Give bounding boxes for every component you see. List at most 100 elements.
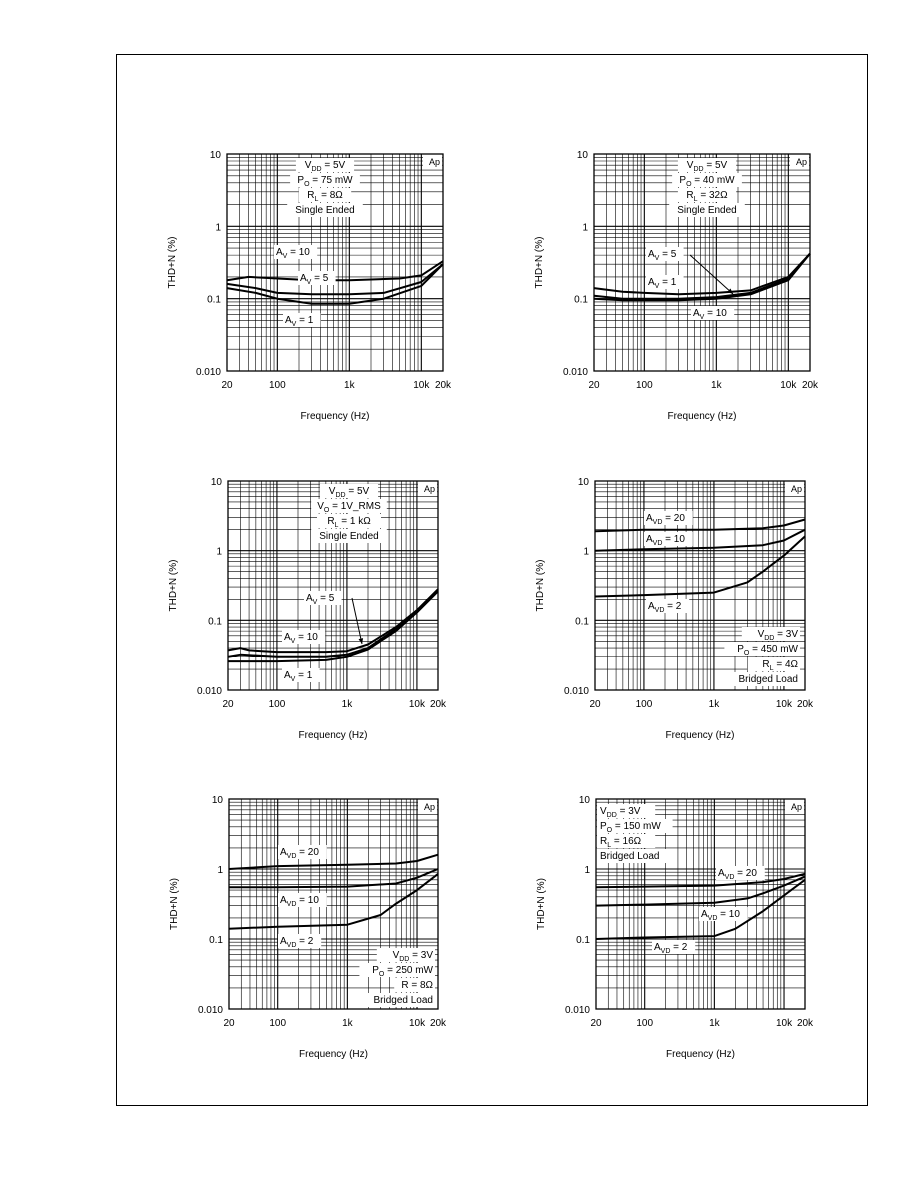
condition-text: Single Ended: [319, 531, 379, 542]
y-tick-label: 0.1: [576, 935, 590, 946]
series-label-bg: [644, 511, 693, 525]
x-axis-title: Frequency (Hz): [301, 411, 370, 422]
y-tick-label: 1: [215, 222, 221, 233]
y-tick-label: 0.1: [207, 295, 221, 306]
condition-bg: [359, 963, 435, 977]
y-axis-title: THD+N (%): [535, 560, 546, 612]
series-label: AVD = 10: [701, 909, 740, 922]
condition-text: Bridged Load: [374, 995, 434, 1006]
condition-bg: [672, 173, 742, 187]
x-tick-label: 20k: [797, 1018, 814, 1029]
x-tick-label: 20k: [797, 699, 814, 710]
plot-frame: [227, 480, 439, 691]
y-tick-label: 1: [216, 547, 222, 558]
series-label-bg: [652, 940, 696, 954]
plot-frame: [226, 153, 444, 372]
page-frame: [116, 54, 868, 1106]
x-tick-label: 10k: [776, 1018, 793, 1029]
condition-bg: [319, 484, 379, 498]
series-line: [595, 872, 806, 889]
condition-bg: [597, 804, 656, 818]
condition-text: PO = 250 mW: [372, 965, 433, 978]
series-line: [594, 528, 806, 552]
ap-badge: Ap: [424, 484, 435, 494]
y-axis-title: THD+N (%): [534, 237, 545, 289]
series-label: AV = 10: [276, 247, 310, 260]
series-label: AVD = 10: [280, 895, 319, 908]
leader-arrow-head: [358, 638, 364, 644]
x-axis-title: Frequency (Hz): [299, 730, 368, 741]
x-tick-label: 20: [588, 380, 600, 391]
series-label-bg: [282, 668, 320, 682]
x-tick-label: 1k: [711, 380, 723, 391]
y-tick-label: 1: [582, 222, 588, 233]
condition-text: RL = 8Ω: [307, 190, 343, 203]
condition-bg: [747, 657, 800, 671]
condition-text: PO = 450 mW: [737, 644, 798, 657]
series-line: [594, 535, 806, 598]
series-label: AV = 1: [285, 315, 314, 328]
series-label-bg: [644, 532, 693, 546]
series-label-bg: [646, 275, 684, 289]
ap-badge: Ap: [791, 484, 802, 494]
y-axis-title: THD+N (%): [167, 237, 178, 289]
x-tick-label: 20k: [430, 1018, 447, 1029]
condition-bg: [677, 158, 737, 172]
x-tick-label: 20: [222, 699, 234, 710]
condition-text: VDD = 5V: [687, 160, 728, 173]
y-tick-label: 0.010: [565, 1005, 590, 1016]
x-tick-label: 20: [589, 699, 601, 710]
series-label-bg: [691, 306, 735, 320]
x-axis-title: Frequency (Hz): [668, 411, 737, 422]
condition-text: Bridged Load: [600, 851, 660, 862]
y-tick-label: 10: [577, 150, 589, 161]
condition-text: VDD = 3V: [393, 950, 434, 963]
plot-frame: [594, 480, 806, 691]
y-tick-label: 0.010: [198, 1005, 223, 1016]
condition-text: PO = 75 mW: [297, 175, 353, 188]
series-label-bg: [699, 907, 748, 921]
condition-text: RL = 16Ω: [600, 836, 642, 849]
chart-6: AVD = 20 AVD = 10 AVD = 2 VDD = 3V PO = 150 …: [536, 795, 814, 1060]
series-line: [228, 853, 439, 870]
condition-text: RL = 4Ω: [762, 659, 798, 672]
condition-text: VDD = 5V: [329, 486, 370, 499]
series-label-bg: [278, 893, 327, 907]
y-tick-label: 0.1: [574, 295, 588, 306]
x-tick-label: 10k: [776, 699, 793, 710]
x-tick-label: 10k: [780, 380, 797, 391]
condition-bg: [376, 948, 435, 962]
condition-bg: [597, 834, 656, 848]
series-label: AV = 5: [306, 593, 335, 606]
series-line: [593, 252, 811, 302]
y-tick-label: 1: [583, 547, 589, 558]
series-label-bg: [298, 271, 336, 285]
ap-badge: Ap: [429, 157, 440, 167]
y-tick-label: 0.1: [575, 616, 589, 627]
ap-badge-bg: [418, 482, 437, 494]
condition-text: VO = 1V_RMS: [317, 501, 381, 514]
y-axis-title: THD+N (%): [169, 878, 180, 930]
condition-bg: [724, 642, 800, 656]
x-tick-label: 10k: [413, 380, 430, 391]
ap-badge-bg: [418, 800, 437, 812]
leader-arrow-head: [727, 288, 733, 294]
series-line: [594, 518, 806, 533]
ap-badge-bg: [423, 155, 442, 167]
series-label: AVD = 20: [718, 868, 757, 881]
condition-text: RL = 32Ω: [686, 190, 728, 203]
chart-2: AV = 5 AV = 1 AV = 10 VDD = 5V PO = 40 mW RL …: [534, 150, 819, 422]
leader-arrow: [351, 597, 363, 645]
y-tick-label: 10: [212, 795, 224, 806]
series-label: AV = 10: [693, 308, 727, 321]
condition-bg: [295, 158, 355, 172]
y-axis-title: THD+N (%): [168, 560, 179, 612]
condition-text: R = 8Ω: [401, 980, 433, 991]
y-tick-label: 10: [578, 477, 590, 488]
series-line: [228, 873, 439, 930]
series-line: [229, 868, 439, 889]
condition-bg: [359, 993, 435, 1007]
condition-bg: [290, 173, 360, 187]
series-label: AVD = 10: [646, 534, 685, 547]
